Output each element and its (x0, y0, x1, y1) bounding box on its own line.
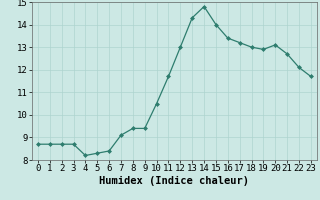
X-axis label: Humidex (Indice chaleur): Humidex (Indice chaleur) (100, 176, 249, 186)
